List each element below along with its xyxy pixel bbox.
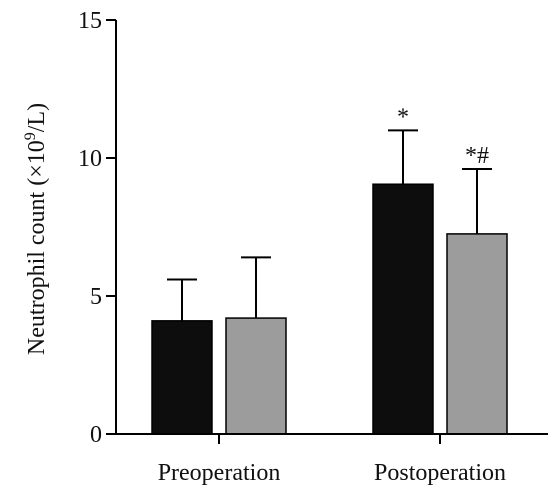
y-axis-title-end: /L): [24, 103, 50, 132]
y-axis-title: Neutrophil count (×109/L): [22, 103, 50, 355]
y-tick-label-0: 0: [90, 422, 102, 448]
bars-layer: [151, 183, 508, 435]
annotations-layer: * *#: [397, 104, 489, 169]
error-bars-layer: [167, 129, 492, 321]
bar-s2-preoperation: [225, 317, 287, 435]
significance-label-s2-postoperation: *#: [465, 143, 489, 169]
bar-s1-preoperation: [151, 320, 213, 435]
labels-layer: 0 5 10 15 Preoperation Postoperation: [78, 8, 506, 486]
x-tick-label-postoperation: Postoperation: [374, 460, 506, 486]
y-tick-label-5: 5: [90, 284, 102, 310]
y-axis-title-main: Neutrophil count (×10: [24, 140, 50, 355]
y-axis-title-superscript: 9: [22, 132, 39, 140]
x-tick-label-preoperation: Preoperation: [158, 460, 281, 486]
y-tick-label-10: 10: [78, 146, 102, 172]
y-tick-label-15: 15: [78, 8, 102, 34]
bar-s1-postoperation: [372, 183, 434, 435]
bar-s2-postoperation: [446, 233, 508, 435]
axes-layer: [106, 19, 548, 444]
significance-label-s1-postoperation: *: [397, 104, 409, 130]
